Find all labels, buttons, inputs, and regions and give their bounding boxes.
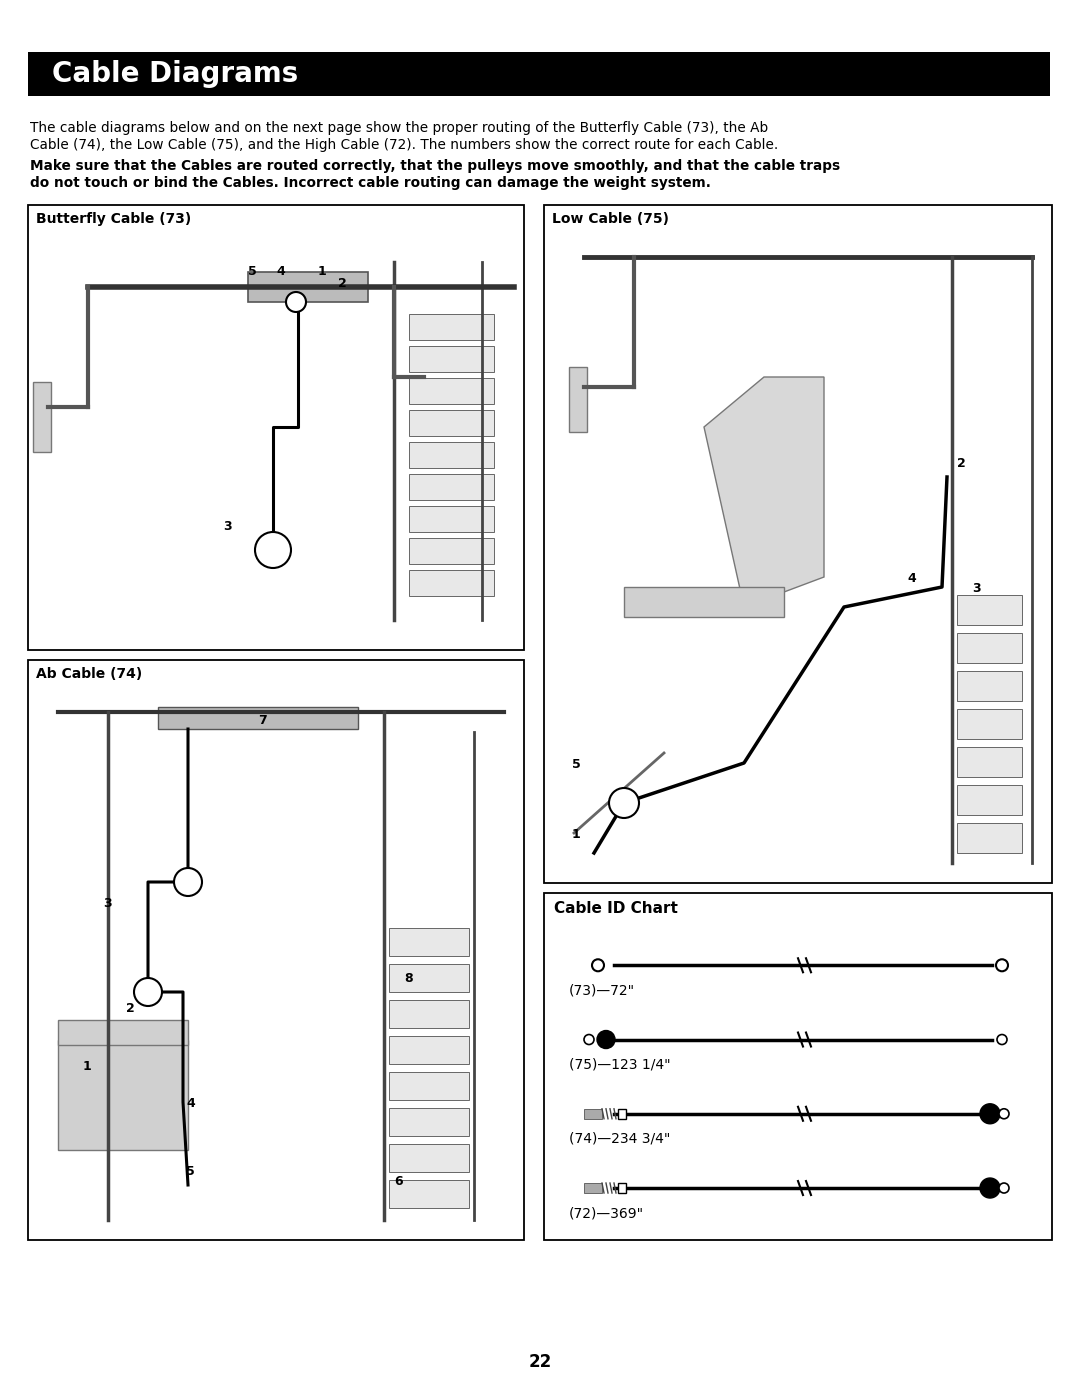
Text: The cable diagrams below and on the next page show the proper routing of the But: The cable diagrams below and on the next… [30,122,768,136]
Text: 1: 1 [572,828,581,841]
Text: 3: 3 [972,583,981,595]
Bar [389,964,469,992]
Text: (72)—369": (72)—369" [569,1206,644,1220]
Text: (74)—234 3/4": (74)—234 3/4" [569,1132,671,1146]
Bar [624,587,784,617]
Text: 5: 5 [186,1165,194,1178]
Circle shape [999,1109,1009,1119]
Bar [389,928,469,956]
Bar [409,474,494,500]
Bar [389,1037,469,1065]
Circle shape [134,978,162,1006]
Text: 2: 2 [126,1002,135,1016]
Bar [28,52,1050,96]
Text: 6: 6 [394,1175,403,1187]
Bar [28,659,524,1241]
Text: Cable ID Chart: Cable ID Chart [554,901,678,916]
Text: 7: 7 [258,714,267,726]
Text: Butterfly Cable (73): Butterfly Cable (73) [36,212,191,226]
Text: Cable Diagrams: Cable Diagrams [52,60,298,88]
Circle shape [996,960,1008,971]
Circle shape [980,1104,1000,1123]
Polygon shape [704,377,824,608]
Circle shape [174,868,202,895]
Bar [618,1183,626,1193]
Text: 1: 1 [318,265,327,278]
Bar [389,1071,469,1099]
Bar [584,1183,602,1193]
Bar [389,1180,469,1208]
Text: 4: 4 [907,571,916,585]
Text: Ab Cable (74): Ab Cable (74) [36,666,143,680]
Bar [957,671,1022,701]
Text: 2: 2 [338,277,347,291]
Text: 3: 3 [103,897,111,909]
Bar [58,1020,188,1045]
Circle shape [597,1031,615,1049]
Text: 4: 4 [276,265,285,278]
Text: (73)—72": (73)—72" [569,983,635,997]
Bar [409,314,494,339]
Text: 8: 8 [404,972,413,985]
Circle shape [999,1183,1009,1193]
Bar [957,823,1022,854]
Bar [33,381,51,453]
Bar [409,379,494,404]
Bar [957,595,1022,624]
Circle shape [997,1035,1007,1045]
Bar [544,893,1052,1241]
Bar [409,409,494,436]
Bar [158,707,357,729]
Text: Make sure that the Cables are routed correctly, that the pulleys move smoothly, : Make sure that the Cables are routed cor… [30,159,840,173]
Bar [409,506,494,532]
Bar [409,570,494,597]
Text: do not touch or bind the Cables. Incorrect cable routing can damage the weight s: do not touch or bind the Cables. Incorre… [30,176,711,190]
Bar [389,1144,469,1172]
Circle shape [286,292,306,312]
Bar [389,1108,469,1136]
Bar [544,205,1052,883]
Bar [957,633,1022,664]
Circle shape [592,960,604,971]
Bar [28,205,524,650]
Bar [618,1109,626,1119]
Text: 2: 2 [957,457,966,469]
Bar [957,785,1022,814]
Bar [569,367,588,432]
Text: Low Cable (75): Low Cable (75) [552,212,669,226]
Bar [957,710,1022,739]
Text: Cable (74), the Low Cable (75), and the High Cable (72). The numbers show the co: Cable (74), the Low Cable (75), and the … [30,138,779,152]
Text: (75)—123 1/4": (75)—123 1/4" [569,1058,671,1071]
Text: 5: 5 [572,759,581,771]
Text: 1: 1 [83,1060,92,1073]
Bar [409,346,494,372]
Bar [58,1039,188,1150]
Circle shape [609,788,639,819]
Bar [584,1109,602,1119]
Circle shape [584,1035,594,1045]
Bar [957,747,1022,777]
Circle shape [255,532,291,569]
Text: 22: 22 [528,1354,552,1370]
Circle shape [980,1178,1000,1199]
Bar [409,538,494,564]
Text: 5: 5 [248,265,257,278]
Bar [389,1000,469,1028]
Text: 4: 4 [186,1097,194,1111]
Bar [248,272,368,302]
Bar [409,441,494,468]
Text: 3: 3 [222,520,231,534]
